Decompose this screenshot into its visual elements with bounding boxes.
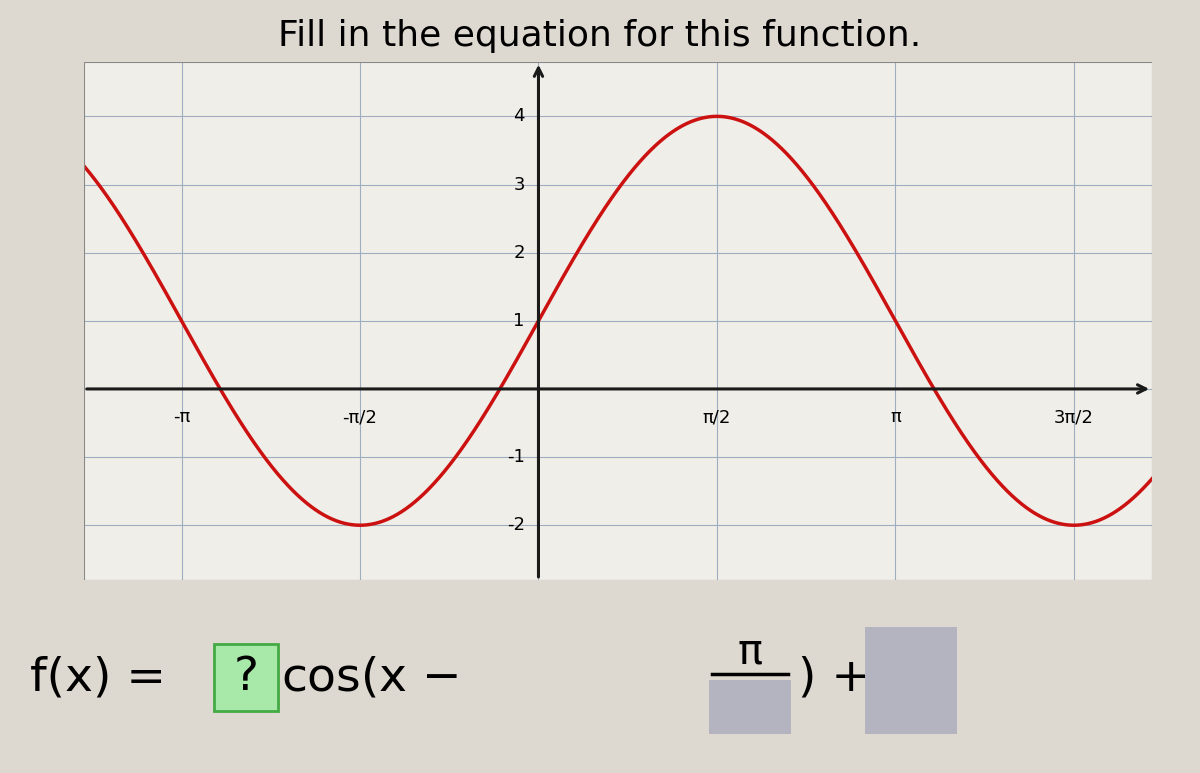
FancyBboxPatch shape [214,644,278,711]
Text: π: π [738,631,762,673]
Text: π: π [890,408,901,426]
Text: 3π/2: 3π/2 [1054,408,1094,426]
Text: Fill in the equation for this function.: Fill in the equation for this function. [278,19,922,53]
Text: -2: -2 [506,516,524,534]
Text: 4: 4 [514,107,524,125]
Bar [84,62,1152,580]
Text: 2: 2 [514,243,524,261]
Text: 1: 1 [514,312,524,330]
FancyBboxPatch shape [709,679,791,734]
FancyBboxPatch shape [865,627,958,734]
Text: -π: -π [173,408,190,426]
Text: -1: -1 [506,448,524,466]
Text: ) +: ) + [798,656,871,700]
Text: -π/2: -π/2 [342,408,378,426]
Text: ?: ? [234,656,258,700]
Text: π/2: π/2 [703,408,731,426]
Text: cos(x $-$: cos(x $-$ [281,656,458,700]
Text: f(x) =: f(x) = [30,656,181,700]
Text: 3: 3 [514,175,524,193]
